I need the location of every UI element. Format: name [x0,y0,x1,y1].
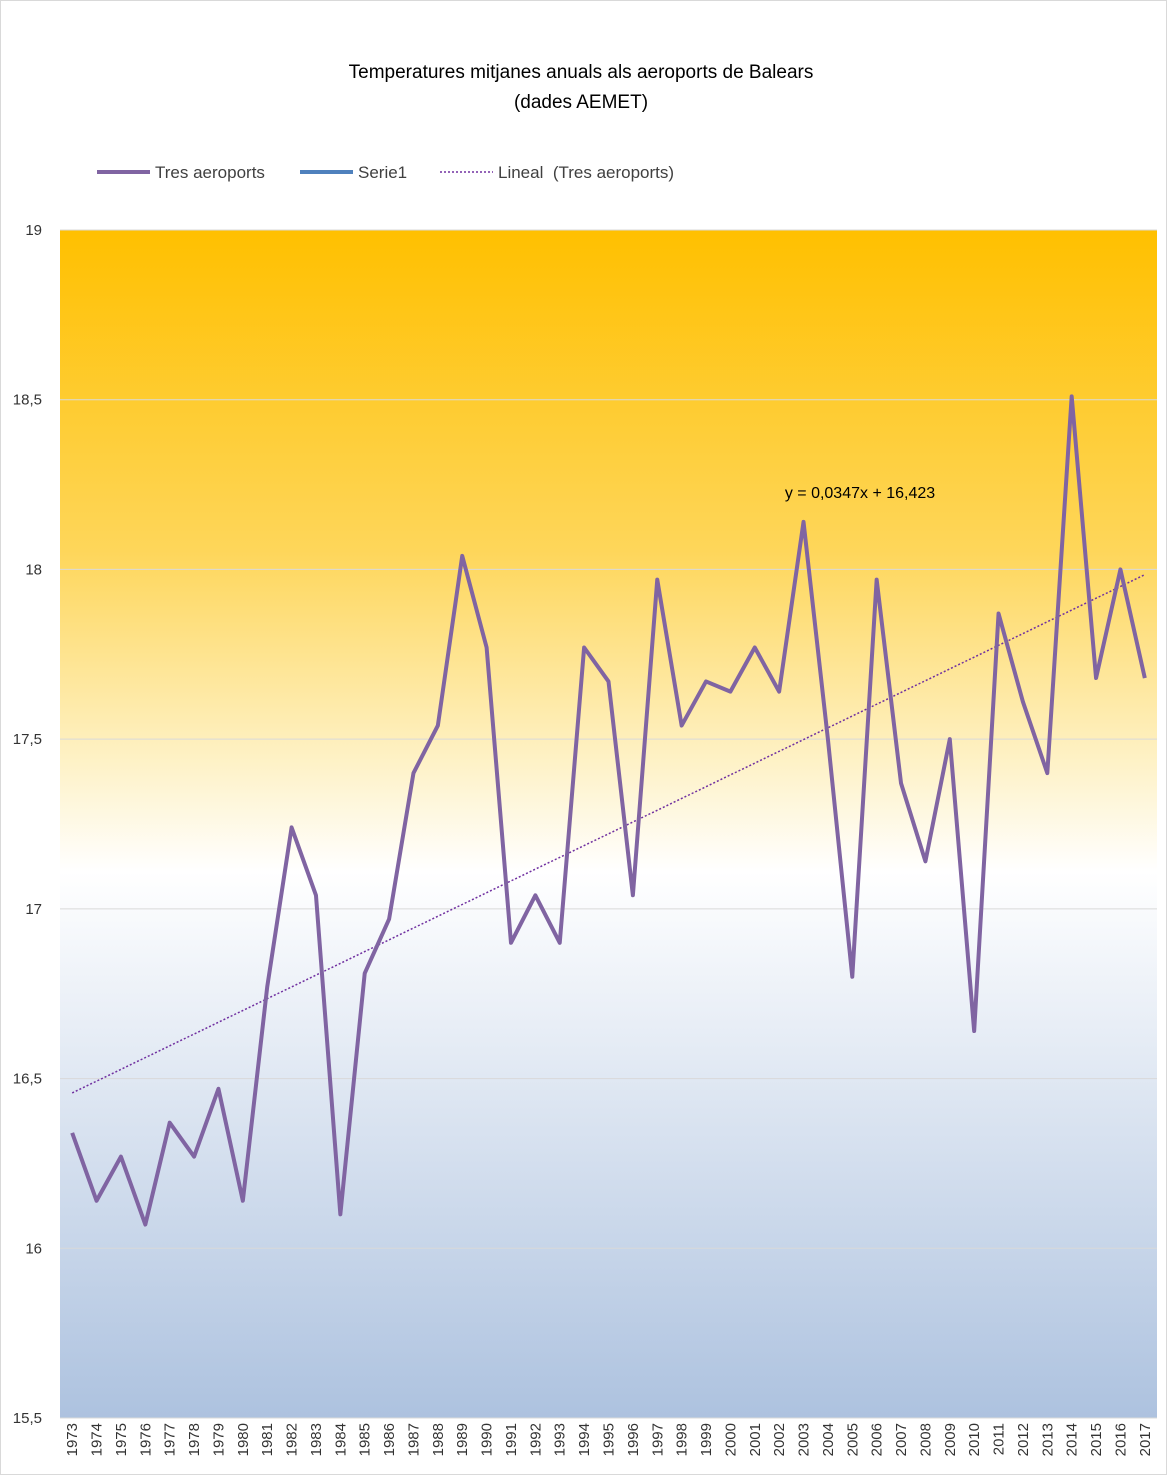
x-tick-label: 2014 [1064,1423,1081,1456]
x-tick-label: 2011 [991,1423,1008,1455]
x-tick-label: 1982 [284,1423,301,1456]
data-line [70,394,1147,1227]
x-tick-label: 1979 [210,1423,227,1456]
x-tick-label: 2005 [844,1423,861,1456]
x-tick-label: 1977 [162,1423,179,1456]
x-tick-label: 1990 [479,1423,496,1456]
x-tick-label: 1978 [186,1423,203,1456]
x-tick-label: 1995 [601,1423,618,1456]
x-tick-label: 1997 [649,1423,666,1456]
x-tick-label: 1988 [430,1423,447,1456]
trendline [71,574,1146,1094]
x-tick-label: 1996 [625,1423,642,1456]
x-tick-label: 2000 [722,1423,739,1456]
plot-background [60,230,1157,1418]
x-tick-label: 1984 [332,1423,349,1456]
x-tick-label: 1981 [259,1423,276,1456]
legend-label: Serie1 [358,163,407,182]
x-tick-label: 2001 [747,1423,764,1456]
y-tick-label: 17 [25,901,42,918]
x-tick-label: 2004 [820,1423,837,1456]
x-tick-label: 2013 [1039,1423,1056,1456]
chart-title: Temperatures mitjanes anuals als aeropor… [349,62,814,83]
y-tick-label: 19 [25,222,42,239]
x-tick-label: 1991 [503,1423,520,1456]
x-tick-label: 1976 [137,1423,154,1456]
x-tick-label: 1994 [576,1423,593,1456]
x-tick-label: 2007 [893,1423,910,1456]
x-tick-label: 2015 [1088,1423,1105,1456]
trendline-equation: y = 0,0347x + 16,423 [785,485,935,502]
chart-subtitle: (dades AEMET) [514,92,648,113]
x-tick-label: 1975 [113,1423,130,1456]
x-tick-label: 2003 [796,1423,813,1456]
x-tick-label: 1973 [64,1423,81,1456]
x-tick-label: 1985 [357,1423,374,1456]
x-tick-label: 1987 [405,1423,422,1456]
x-tick-label: 1992 [527,1423,544,1456]
x-tick-label: 1998 [674,1423,691,1456]
x-tick-label: 1980 [235,1423,252,1456]
x-tick-label: 1974 [89,1423,106,1456]
x-tick-label: 1989 [454,1423,471,1456]
x-tick-label: 2009 [942,1423,959,1456]
x-tick-label: 1999 [698,1423,715,1456]
x-tick-label: 2016 [1112,1423,1129,1456]
legend-label: Tres aeroports [155,163,265,182]
x-tick-label: 1993 [552,1423,569,1456]
x-tick-label: 2006 [869,1423,886,1456]
x-tick-label: 1983 [308,1423,325,1456]
x-tick-label: 2010 [966,1423,983,1456]
x-tick-label: 2012 [1015,1423,1032,1456]
legend-label: Lineal (Tres aeroports) [498,163,674,182]
y-tick-label: 15,5 [13,1410,42,1427]
x-tick-label: 2008 [917,1423,934,1456]
x-tick-label: 2002 [771,1423,788,1456]
y-tick-label: 16,5 [13,1071,42,1088]
x-tick-label: 1986 [381,1423,398,1456]
y-tick-label: 18,5 [13,392,42,409]
y-tick-label: 16 [25,1240,42,1257]
x-tick-label: 2017 [1137,1423,1154,1456]
y-tick-label: 18 [25,561,42,578]
y-tick-label: 17,5 [13,731,42,748]
